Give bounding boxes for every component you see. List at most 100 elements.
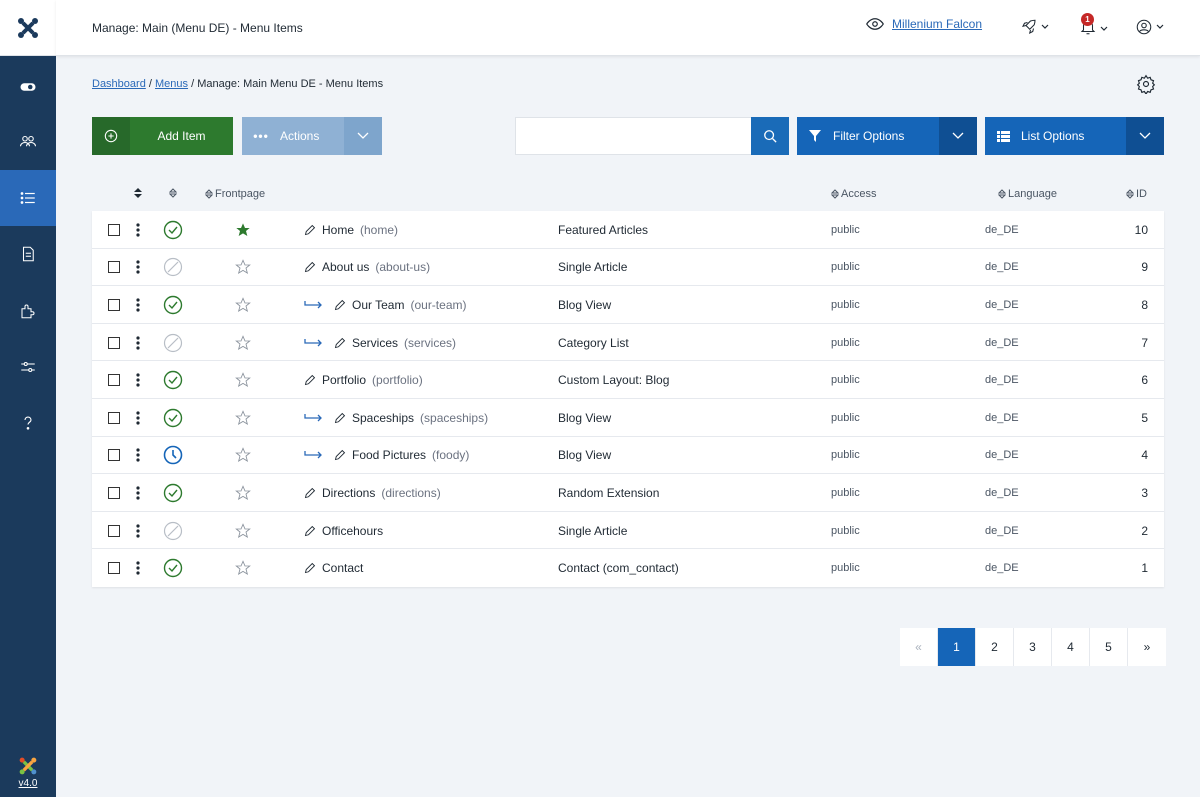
- drag-handle[interactable]: [136, 286, 140, 324]
- filter-options-button[interactable]: Filter Options: [797, 117, 977, 155]
- row-checkbox[interactable]: [108, 361, 120, 399]
- table-row[interactable]: About us (about-us) Single Article public de…: [92, 249, 1164, 287]
- item-title[interactable]: Directions: [322, 485, 376, 500]
- item-title[interactable]: Contact: [322, 561, 364, 576]
- pagination-next[interactable]: »: [1143, 640, 1151, 654]
- frontpage-toggle[interactable]: [235, 474, 251, 512]
- frontpage-toggle[interactable]: [235, 399, 251, 437]
- row-checkbox[interactable]: [108, 474, 120, 512]
- item-title[interactable]: Spaceships: [352, 410, 415, 425]
- item-title[interactable]: Officehours: [322, 523, 384, 538]
- drag-handle[interactable]: [136, 361, 140, 399]
- version-link[interactable]: v4.0: [18, 777, 38, 789]
- row-checkbox[interactable]: [108, 549, 120, 587]
- frontpage-toggle[interactable]: [235, 512, 251, 550]
- pagination-page[interactable]: 3: [1014, 628, 1052, 666]
- sort-status[interactable]: [169, 188, 177, 198]
- table-row[interactable]: Officehours Single Article public de_DE 2: [92, 512, 1164, 550]
- status-toggle[interactable]: [163, 549, 183, 587]
- item-title[interactable]: Food Pictures: [352, 448, 427, 463]
- sort-id[interactable]: ID: [1126, 188, 1147, 200]
- item-title-link[interactable]: Directions (directions): [304, 474, 441, 512]
- list-options-button[interactable]: List Options: [985, 117, 1164, 155]
- search-button[interactable]: [751, 117, 789, 155]
- status-toggle[interactable]: [163, 286, 183, 324]
- item-title[interactable]: About us: [322, 260, 370, 275]
- actions-button[interactable]: ••• Actions: [242, 117, 382, 155]
- frontpage-toggle[interactable]: [235, 211, 251, 249]
- item-title-link[interactable]: Our Team (our-team): [304, 286, 466, 324]
- row-checkbox[interactable]: [108, 286, 120, 324]
- drag-handle[interactable]: [136, 474, 140, 512]
- frontpage-toggle[interactable]: [235, 437, 251, 475]
- options-button[interactable]: [1136, 74, 1156, 97]
- add-item-button[interactable]: Add Item: [92, 117, 233, 155]
- item-title-link[interactable]: Spaceships (spaceships): [304, 399, 488, 437]
- version-box[interactable]: v4.0: [0, 747, 56, 797]
- site-link[interactable]: Millenium Falcon: [866, 17, 982, 31]
- drag-handle[interactable]: [136, 512, 140, 550]
- notifications-menu[interactable]: 1: [1079, 13, 1108, 39]
- breadcrumb-dashboard[interactable]: Dashboard: [92, 78, 146, 90]
- drag-handle[interactable]: [136, 437, 140, 475]
- status-toggle[interactable]: [163, 249, 183, 287]
- table-row[interactable]: Home (home) Featured Articles public de_DE 10: [92, 211, 1164, 249]
- row-checkbox[interactable]: [108, 211, 120, 249]
- row-checkbox[interactable]: [108, 399, 120, 437]
- item-title-link[interactable]: Contact: [304, 549, 369, 587]
- search-input[interactable]: [516, 118, 751, 154]
- breadcrumb-menus[interactable]: Menus: [155, 78, 189, 90]
- item-title[interactable]: Our Team: [352, 297, 405, 312]
- pagination-page[interactable]: 5: [1090, 628, 1128, 666]
- item-title-link[interactable]: Food Pictures (foody): [304, 437, 469, 475]
- status-toggle[interactable]: [163, 474, 183, 512]
- joomla-logo[interactable]: [0, 0, 56, 56]
- item-title[interactable]: Services: [352, 335, 399, 350]
- sidebar-item-users[interactable]: [0, 113, 56, 169]
- table-row[interactable]: Services (services) Category List public de_…: [92, 324, 1164, 362]
- pagination-page[interactable]: 2: [976, 628, 1014, 666]
- row-checkbox[interactable]: [108, 512, 120, 550]
- frontpage-toggle[interactable]: [235, 324, 251, 362]
- sidebar-item-extensions[interactable]: [0, 283, 56, 339]
- item-title-link[interactable]: Portfolio (portfolio): [304, 361, 423, 399]
- status-toggle[interactable]: [163, 211, 183, 249]
- drag-handle[interactable]: [136, 249, 140, 287]
- frontpage-toggle[interactable]: [235, 286, 251, 324]
- user-menu[interactable]: [1135, 18, 1164, 36]
- item-title-link[interactable]: Home (home): [304, 211, 398, 249]
- frontpage-toggle[interactable]: [235, 549, 251, 587]
- sort-frontpage[interactable]: Frontpage: [205, 188, 265, 200]
- sidebar-item-system[interactable]: [0, 339, 56, 395]
- table-row[interactable]: Directions (directions) Random Extension pu…: [92, 474, 1164, 512]
- frontpage-toggle[interactable]: [235, 249, 251, 287]
- pagination-page[interactable]: 4: [1052, 628, 1090, 666]
- item-title-link[interactable]: Services (services): [304, 324, 456, 362]
- table-row[interactable]: Spaceships (spaceships) Blog View public de_…: [92, 399, 1164, 437]
- sidebar-item-toggle[interactable]: [0, 59, 56, 115]
- row-checkbox[interactable]: [108, 249, 120, 287]
- table-row[interactable]: Contact Contact (com_contact) public de_DE 1: [92, 549, 1164, 587]
- status-toggle[interactable]: [163, 324, 183, 362]
- drag-handle[interactable]: [136, 549, 140, 587]
- row-checkbox[interactable]: [108, 437, 120, 475]
- item-title-link[interactable]: About us (about-us): [304, 249, 430, 287]
- status-toggle[interactable]: [163, 361, 183, 399]
- item-title[interactable]: Home: [322, 222, 355, 237]
- item-title[interactable]: Portfolio: [322, 373, 367, 388]
- drag-handle[interactable]: [136, 399, 140, 437]
- item-title-link[interactable]: Officehours: [304, 512, 389, 550]
- table-row[interactable]: Food Pictures (foody) Blog View public de_DE…: [92, 437, 1164, 475]
- rocket-menu[interactable]: [1020, 18, 1049, 36]
- site-name[interactable]: Millenium Falcon: [892, 17, 983, 31]
- status-toggle[interactable]: [163, 437, 183, 475]
- sort-ordering[interactable]: [134, 188, 142, 198]
- sidebar-item-help[interactable]: [0, 395, 56, 451]
- sort-access[interactable]: Access: [831, 188, 876, 200]
- sidebar-item-menus[interactable]: [0, 170, 56, 226]
- status-toggle[interactable]: [163, 399, 183, 437]
- frontpage-toggle[interactable]: [235, 361, 251, 399]
- table-row[interactable]: Our Team (our-team) Blog View public de_DE 8: [92, 286, 1164, 324]
- status-toggle[interactable]: [163, 512, 183, 550]
- drag-handle[interactable]: [136, 324, 140, 362]
